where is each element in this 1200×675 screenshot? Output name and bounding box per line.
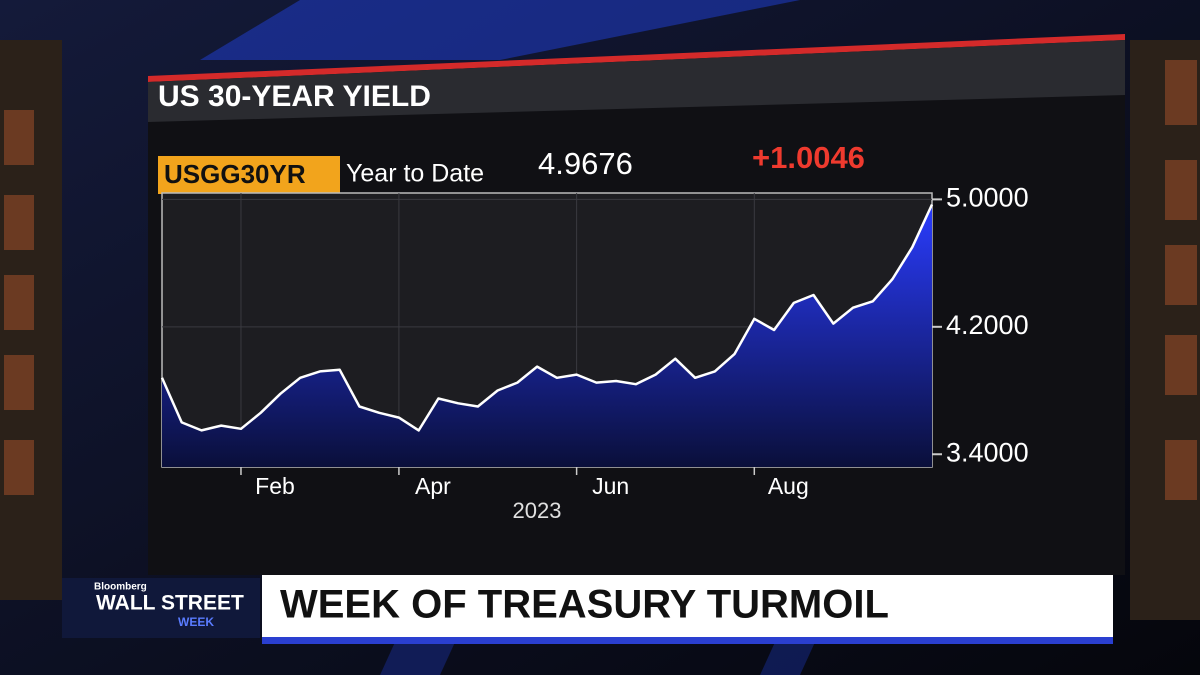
panel-accent bbox=[148, 34, 1125, 82]
banner bbox=[262, 575, 1113, 637]
chart-title: US 30-YEAR YIELD bbox=[158, 80, 431, 113]
y-tick-label: 5.0000 bbox=[946, 182, 1029, 212]
ticker: USGG30YR bbox=[164, 159, 306, 189]
books bbox=[4, 60, 1197, 500]
plot: 3.4000 4.2000 5.0000 Feb Apr Jun Aug bbox=[160, 182, 1029, 499]
x-tick-label: Apr bbox=[415, 473, 451, 499]
show-name: WALL STREET bbox=[96, 592, 244, 615]
x-axis-label: 2023 bbox=[513, 498, 562, 523]
show-logo bbox=[62, 578, 260, 638]
x-tick-label: Jun bbox=[592, 473, 629, 499]
brand: Bloomberg bbox=[94, 582, 147, 593]
x-tick-label: Feb bbox=[255, 473, 295, 499]
ticker-box bbox=[158, 156, 340, 194]
y-tick-label: 3.4000 bbox=[946, 437, 1029, 467]
headline: WEEK OF TREASURY TURMOIL bbox=[280, 583, 889, 627]
line bbox=[160, 203, 934, 432]
y-tick-label: 4.2000 bbox=[946, 310, 1029, 340]
banner-accent bbox=[262, 637, 1113, 644]
last-value: 4.9676 bbox=[538, 146, 633, 181]
light-stripe bbox=[200, 0, 800, 60]
show-sub: WEEK bbox=[178, 615, 214, 629]
x-tick-label: Aug bbox=[768, 473, 809, 499]
bookshelf bbox=[1130, 40, 1200, 620]
area bbox=[162, 204, 932, 467]
period: Year to Date bbox=[346, 160, 484, 188]
title-bar bbox=[148, 40, 1125, 122]
change-value: +1.0046 bbox=[752, 140, 865, 175]
